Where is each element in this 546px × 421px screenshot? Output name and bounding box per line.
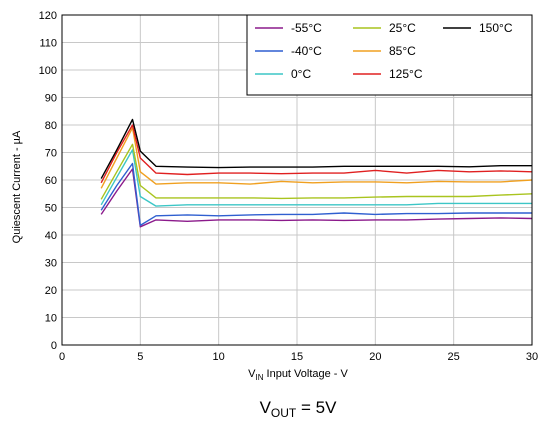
legend-label-150c: 150°C xyxy=(479,21,513,35)
caption-rest: = 5V xyxy=(296,398,337,417)
x-tick-label: 20 xyxy=(369,351,381,363)
legend-label-minus40c: -40°C xyxy=(291,44,322,58)
legend: -55°C -40°C 0°C 25°C 85°C 125°C 150°C xyxy=(246,14,533,96)
chart-caption: VOUT = 5V xyxy=(260,398,338,420)
x-axis-label-main: V xyxy=(248,368,256,380)
legend-label-0c: 0°C xyxy=(291,67,311,81)
legend-label-125c: 125°C xyxy=(389,67,423,81)
y-tick-label: 60 xyxy=(45,175,57,187)
legend-label-85c: 85°C xyxy=(389,44,416,58)
legend-label-25c: 25°C xyxy=(389,21,416,35)
y-tick-label: 70 xyxy=(45,148,57,160)
x-tick-label: 25 xyxy=(448,351,460,363)
tick-labels: 0 10 20 30 40 50 60 70 80 90 100 110 120 0 5 10 15 20 25 30 xyxy=(39,10,538,363)
y-tick-label: 90 xyxy=(45,93,57,105)
y-tick-label: 0 xyxy=(51,340,57,352)
y-tick-label: 110 xyxy=(39,38,57,50)
series-line-125c xyxy=(100,124,533,184)
x-axis-label-rest: Input Voltage - V xyxy=(263,368,348,380)
x-tick-label: 30 xyxy=(526,351,538,363)
x-tick-label: 15 xyxy=(291,351,303,363)
series-line-85c xyxy=(100,127,533,189)
y-tick-label: 10 xyxy=(45,313,57,325)
caption-main: V xyxy=(260,398,272,417)
caption-sub: OUT xyxy=(271,406,297,420)
x-axis-label: VIN Input Voltage - V xyxy=(248,368,348,382)
series-lines xyxy=(100,118,533,228)
legend-box xyxy=(246,14,533,96)
y-tick-label: 30 xyxy=(45,258,57,270)
y-tick-label: 120 xyxy=(39,10,57,22)
series-line-25c xyxy=(100,143,533,200)
series-line-150c xyxy=(100,118,532,179)
series-line-minus40c xyxy=(100,162,532,227)
y-tick-label: 80 xyxy=(45,120,57,132)
y-tick-label: 50 xyxy=(45,203,57,215)
x-tick-label: 0 xyxy=(59,351,65,363)
y-axis-label: Quiescent Current - µA xyxy=(11,130,23,243)
y-tick-label: 100 xyxy=(39,65,57,77)
y-tick-label: 20 xyxy=(45,285,57,297)
series-line-0c xyxy=(100,149,532,207)
legend-label-minus55c: -55°C xyxy=(291,21,322,35)
x-tick-label: 10 xyxy=(213,351,225,363)
y-tick-label: 40 xyxy=(45,230,57,242)
x-axis-label-sub: IN xyxy=(255,373,263,382)
x-tick-label: 5 xyxy=(137,351,143,363)
